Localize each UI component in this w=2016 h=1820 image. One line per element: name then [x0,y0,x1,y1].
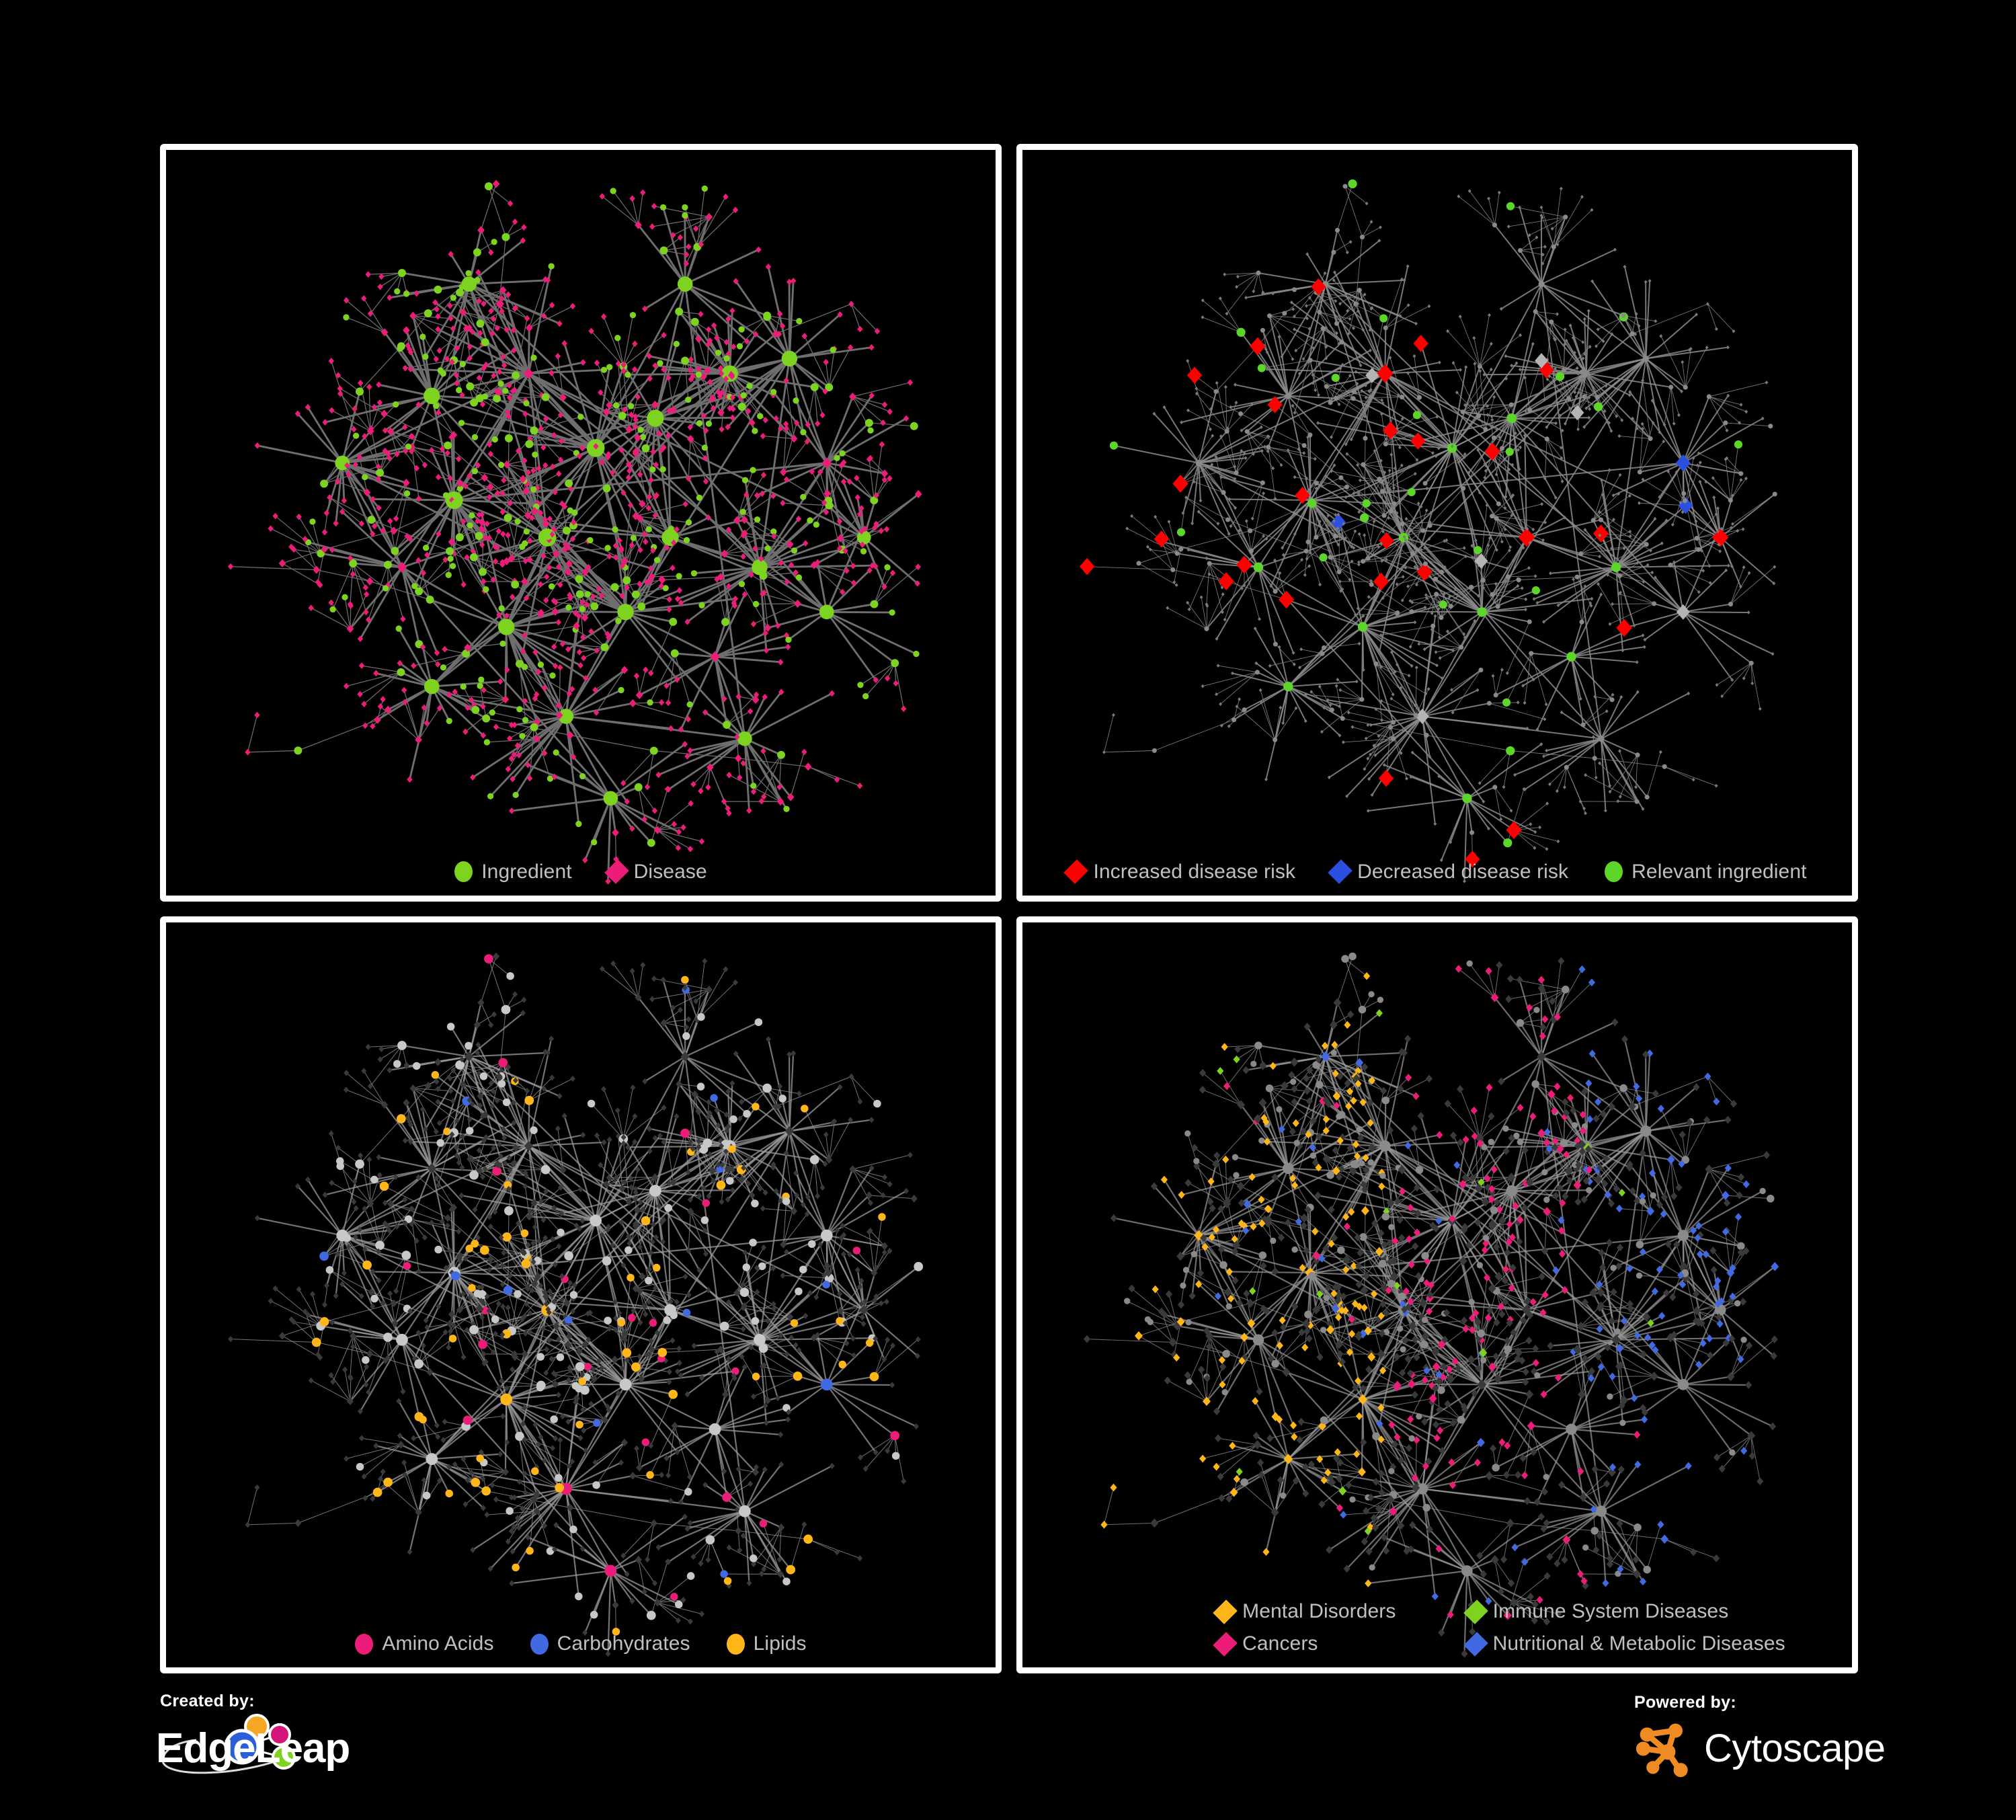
legend-label: Lipids [753,1632,807,1655]
legend-item-increased-risk[interactable]: Increased disease risk [1063,859,1296,884]
legend-label: Carbohydrates [557,1632,690,1655]
edgeleap-name: EdgeLeap [156,1725,350,1772]
legend-label: Ingredient [481,860,572,883]
amino-acids-circle-icon [355,1633,374,1655]
cytoscape-logo[interactable]: Cytoscape [1634,1716,1886,1781]
legend-item-cancers[interactable]: Cancers [1213,1631,1441,1657]
legend-panel-3: Amino Acids Carbohydrates Lipids [166,1632,996,1655]
powered-by-block: Powered by: [1634,1693,1886,1787]
network-canvas-4[interactable] [1022,922,1852,1668]
nutritional-metabolic-diamond-icon [1463,1631,1488,1657]
increased-risk-diamond-icon [1063,859,1089,884]
cytoscape-name: Cytoscape [1704,1727,1886,1770]
legend-panel-2: Increased disease risk Decreased disease… [1022,859,1852,884]
legend-panel-4: Mental Disorders Immune System Diseases … [1197,1599,1785,1657]
legend-item-amino-acids[interactable]: Amino Acids [355,1632,493,1655]
legend-item-immune-system-diseases[interactable]: Immune System Diseases [1463,1599,1728,1624]
disease-diamond-icon [604,859,629,884]
legend-item-lipids[interactable]: Lipids [726,1632,807,1655]
panel-disease-class[interactable]: Mental Disorders Immune System Diseases … [1016,916,1858,1673]
legend-label: Decreased disease risk [1357,860,1569,883]
cytoscape-mark-icon [1636,1723,1688,1778]
legend-panel-1: Ingredient Disease [166,859,996,884]
legend-label: Nutritional & Metabolic Diseases [1492,1632,1785,1655]
edgeleap-logo-svg [161,1714,296,1774]
legend-label: Amino Acids [382,1632,494,1655]
carbohydrates-circle-icon [530,1633,549,1655]
legend-label: Immune System Diseases [1492,1600,1729,1622]
legend-label: Disease [633,860,707,883]
lipids-circle-icon [726,1633,745,1655]
legend-item-carbohydrates[interactable]: Carbohydrates [530,1632,690,1655]
powered-by-label: Powered by: [1634,1693,1736,1712]
legend-label: Increased disease risk [1093,860,1296,883]
panel-disease-risk[interactable]: Increased disease risk Decreased disease… [1016,144,1858,902]
panel-ingredient-class[interactable]: Amino Acids Carbohydrates Lipids [160,916,1002,1673]
mental-disorders-diamond-icon [1213,1599,1238,1624]
decreased-risk-diamond-icon [1328,859,1353,884]
network-canvas-1[interactable] [166,150,996,896]
created-by-block: Created by: Edge [156,1692,382,1786]
created-by-label: Created by: [160,1692,255,1710]
legend-label: Relevant ingredient [1631,860,1807,883]
branding-row: Created by: Edge [0,1686,2016,1807]
legend-item-disease[interactable]: Disease [604,859,707,884]
immune-system-diamond-icon [1463,1599,1488,1624]
legend-item-decreased-risk[interactable]: Decreased disease risk [1328,859,1569,884]
edgeleap-logo[interactable]: EdgeLeap [156,1708,378,1782]
legend-item-mental-disorders[interactable]: Mental Disorders [1213,1599,1441,1624]
ingredient-circle-icon [454,861,473,882]
panel-ingredient-disease[interactable]: Ingredient Disease [160,144,1002,902]
panel-grid: Ingredient Disease Increased disease ris… [160,144,1858,1673]
legend-label: Cancers [1242,1632,1318,1655]
relevant-ingredient-circle-icon [1605,861,1623,882]
network-canvas-2[interactable] [1022,150,1852,896]
legend-item-ingredient[interactable]: Ingredient [454,860,572,883]
network-canvas-3[interactable] [166,922,996,1668]
legend-item-relevant-ingredient[interactable]: Relevant ingredient [1605,861,1806,883]
legend-label: Mental Disorders [1242,1600,1396,1622]
legend-item-nutritional-metabolic-diseases[interactable]: Nutritional & Metabolic Diseases [1463,1631,1785,1657]
cancers-diamond-icon [1213,1631,1238,1657]
